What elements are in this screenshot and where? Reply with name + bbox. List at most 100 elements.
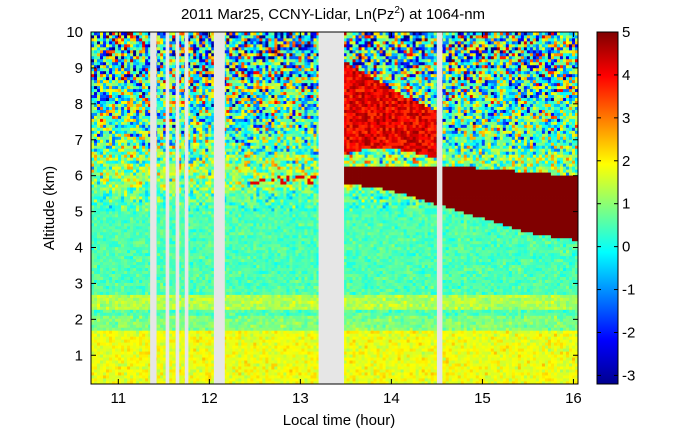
heatmap-cell bbox=[145, 112, 149, 116]
heatmap-cell bbox=[169, 240, 173, 245]
heatmap-cell bbox=[187, 46, 191, 51]
heatmap-cell bbox=[124, 291, 128, 295]
heatmap-cell bbox=[133, 315, 137, 319]
heatmap-cell bbox=[163, 91, 167, 96]
heatmap-cell bbox=[199, 303, 203, 307]
heatmap-cell bbox=[133, 354, 137, 358]
heatmap-cell bbox=[181, 166, 185, 170]
heatmap-cell bbox=[133, 88, 137, 93]
heatmap-cell bbox=[193, 94, 197, 99]
heatmap-cell bbox=[142, 336, 146, 340]
heatmap-cell bbox=[193, 187, 197, 191]
heatmap-cell bbox=[106, 46, 110, 51]
heatmap-cell bbox=[181, 267, 185, 272]
heatmap-cell bbox=[106, 91, 110, 96]
heatmap-cell bbox=[199, 306, 203, 310]
chart-title-tail: ) at 1064-nm bbox=[400, 6, 485, 23]
heatmap-cell bbox=[205, 187, 209, 191]
heatmap-cell bbox=[118, 270, 122, 275]
heatmap-cell bbox=[97, 267, 101, 272]
heatmap-cell bbox=[178, 115, 182, 119]
heatmap-cell bbox=[136, 142, 140, 146]
heatmap-cell bbox=[208, 234, 212, 239]
heatmap-cell bbox=[157, 187, 161, 191]
heatmap-cell bbox=[193, 258, 197, 263]
heatmap-cell bbox=[187, 309, 191, 313]
heatmap-cell bbox=[130, 276, 134, 280]
heatmap-cell bbox=[160, 282, 164, 286]
heatmap-cell bbox=[103, 32, 107, 36]
heatmap-cell bbox=[148, 303, 152, 307]
heatmap-cell bbox=[103, 76, 107, 81]
heatmap-cell bbox=[118, 130, 122, 134]
heatmap-cell bbox=[211, 231, 215, 236]
heatmap-cell bbox=[91, 213, 95, 218]
heatmap-cell bbox=[94, 151, 98, 155]
heatmap-cell bbox=[181, 345, 185, 349]
heatmap-cell bbox=[118, 318, 122, 322]
heatmap-cell bbox=[145, 133, 149, 137]
heatmap-cell bbox=[187, 91, 191, 96]
heatmap-cell bbox=[94, 187, 98, 191]
heatmap-cell bbox=[133, 133, 137, 137]
heatmap-cell bbox=[178, 91, 182, 96]
heatmap-cell bbox=[169, 76, 173, 81]
heatmap-cell bbox=[211, 32, 215, 36]
heatmap-cell bbox=[190, 303, 194, 307]
heatmap-cell bbox=[112, 100, 116, 104]
heatmap-cell bbox=[190, 264, 194, 269]
heatmap-cell bbox=[94, 175, 98, 179]
heatmap-cell bbox=[148, 172, 152, 176]
heatmap-cell bbox=[106, 267, 110, 272]
heatmap-cell bbox=[196, 124, 200, 128]
heatmap-cell bbox=[205, 267, 209, 272]
heatmap-cell bbox=[148, 315, 152, 319]
heatmap-cell bbox=[103, 243, 107, 248]
heatmap-cell bbox=[172, 34, 176, 39]
heatmap-cell bbox=[100, 282, 104, 286]
heatmap-cell bbox=[106, 32, 110, 36]
heatmap-cell bbox=[211, 261, 215, 266]
heatmap-cell bbox=[160, 139, 164, 143]
heatmap-cell bbox=[172, 46, 176, 51]
heatmap-cell bbox=[187, 357, 191, 361]
heatmap-cell bbox=[91, 61, 95, 66]
heatmap-cell bbox=[172, 136, 176, 140]
heatmap-cell bbox=[205, 342, 209, 346]
heatmap-cell bbox=[178, 231, 182, 236]
heatmap-cell bbox=[118, 264, 122, 269]
heatmap-cell bbox=[202, 166, 206, 170]
heatmap-cell bbox=[205, 366, 209, 370]
heatmap-cell bbox=[208, 363, 212, 367]
heatmap-cell bbox=[196, 40, 200, 45]
heatmap-cell bbox=[127, 360, 131, 364]
heatmap-cell bbox=[121, 49, 125, 54]
heatmap-cell bbox=[109, 112, 113, 116]
heatmap-cell bbox=[163, 354, 167, 358]
heatmap-cell bbox=[187, 160, 191, 164]
heatmap-cell bbox=[130, 166, 134, 170]
heatmap-cell bbox=[172, 339, 176, 343]
heatmap-cell bbox=[103, 73, 107, 78]
heatmap-cell bbox=[121, 73, 125, 78]
heatmap-cell bbox=[121, 196, 125, 200]
heatmap-cell bbox=[157, 109, 161, 113]
heatmap-cell bbox=[187, 115, 191, 119]
heatmap-cell bbox=[181, 348, 185, 352]
heatmap-cell bbox=[124, 303, 128, 307]
heatmap-cell bbox=[97, 184, 101, 188]
heatmap-cell bbox=[202, 333, 206, 337]
heatmap-cell bbox=[190, 306, 194, 310]
heatmap-cell bbox=[181, 216, 185, 221]
heatmap-cell bbox=[199, 261, 203, 266]
heatmap-cell bbox=[190, 213, 194, 218]
heatmap-cell bbox=[205, 258, 209, 263]
heatmap-cell bbox=[211, 112, 215, 116]
heatmap-cell bbox=[112, 219, 116, 224]
heatmap-cell bbox=[199, 327, 203, 331]
heatmap-cell bbox=[124, 64, 128, 69]
heatmap-cell bbox=[124, 154, 128, 158]
heatmap-cell bbox=[178, 202, 182, 206]
heatmap-cell bbox=[163, 175, 167, 179]
chart-title-main: 2011 Mar25, CCNY-Lidar, Ln(Pz bbox=[181, 6, 394, 23]
